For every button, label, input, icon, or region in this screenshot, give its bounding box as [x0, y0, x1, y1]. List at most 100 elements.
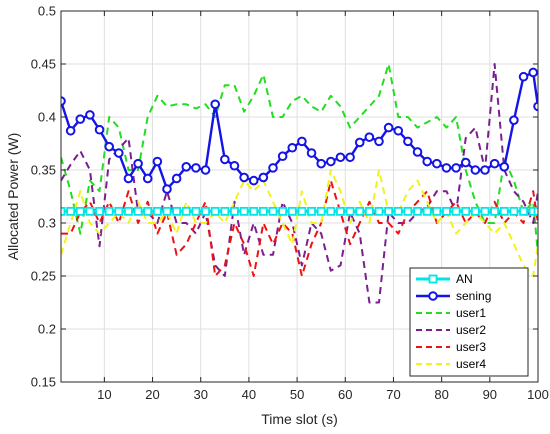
data-point — [114, 206, 124, 216]
y-tick-label: 0.25 — [31, 269, 56, 284]
data-point — [533, 206, 538, 216]
y-tick-label: 0.5 — [38, 4, 56, 19]
data-point — [345, 206, 355, 216]
data-point — [133, 158, 143, 169]
data-point — [85, 206, 95, 216]
data-point — [432, 158, 442, 169]
x-tick-label: 70 — [386, 387, 400, 402]
data-point — [393, 206, 403, 216]
data-point — [533, 101, 538, 112]
data-point — [277, 151, 288, 162]
series-user1 — [61, 63, 538, 255]
data-point — [470, 165, 481, 175]
data-point — [432, 206, 442, 216]
x-tick-label: 80 — [434, 387, 448, 402]
data-point — [171, 173, 182, 184]
legend-label: AN — [456, 272, 473, 286]
legend-label: user1 — [456, 306, 486, 320]
data-point — [316, 206, 326, 216]
data-point — [374, 206, 384, 216]
legend-marker — [428, 291, 438, 301]
data-point — [461, 206, 471, 216]
data-point — [152, 206, 162, 216]
data-point — [287, 142, 298, 153]
data-point — [393, 125, 404, 136]
axis-ticks: 10 20 30 40 50 60 70 80 90 100 0.15 0.2 0.25 0.3 0.35 0… — [31, 4, 549, 403]
series-sening — [61, 67, 538, 194]
data-point — [490, 206, 500, 216]
data-point — [210, 206, 220, 216]
legend-box — [409, 267, 529, 377]
data-point — [306, 148, 317, 158]
data-point — [422, 206, 432, 216]
data-point — [162, 184, 172, 194]
data-point — [114, 148, 124, 158]
data-point — [335, 152, 346, 163]
data-point — [66, 206, 76, 216]
data-point — [413, 206, 422, 216]
data-point — [316, 158, 326, 169]
y-tick-label: 0.15 — [31, 375, 56, 390]
y-tick-label: 0.35 — [31, 163, 56, 178]
data-point — [509, 206, 519, 216]
data-point — [152, 156, 163, 167]
data-point — [528, 67, 538, 78]
data-point — [412, 147, 423, 157]
x-axis-title: Time slot (s) — [261, 411, 337, 427]
data-point — [61, 206, 66, 216]
series-layer — [61, 63, 538, 304]
x-tick-label: 10 — [97, 387, 111, 402]
legend-marker — [428, 274, 438, 284]
x-tick-label: 40 — [242, 387, 256, 402]
data-point — [258, 206, 268, 216]
data-point — [85, 110, 95, 120]
legend-item-user3: user3 — [416, 340, 486, 354]
data-point — [403, 206, 413, 216]
legend-label: user2 — [456, 323, 486, 337]
series-line — [61, 63, 538, 255]
y-tick-label: 0.4 — [38, 110, 56, 125]
data-point — [104, 206, 114, 216]
data-point — [441, 163, 452, 173]
data-point — [489, 158, 500, 169]
data-point — [230, 206, 239, 216]
legend-label: sening — [456, 289, 491, 303]
data-point — [509, 115, 519, 125]
data-point — [249, 206, 259, 216]
data-point — [172, 206, 182, 216]
data-point — [384, 206, 394, 216]
series-line — [61, 169, 538, 277]
series-line — [61, 179, 538, 277]
data-point — [181, 206, 191, 216]
data-point — [268, 206, 278, 216]
data-point — [287, 206, 297, 216]
data-point — [191, 206, 201, 216]
series-user3 — [61, 179, 538, 277]
data-point — [364, 206, 374, 216]
data-point — [297, 206, 307, 216]
legend-item-user4: user4 — [416, 357, 486, 371]
data-point — [518, 71, 529, 82]
legend-item-user2: user2 — [416, 323, 486, 337]
data-point — [133, 206, 143, 216]
data-point — [278, 206, 288, 216]
data-point — [519, 206, 528, 216]
data-point — [354, 137, 365, 148]
data-point — [451, 206, 461, 216]
data-point — [104, 141, 114, 152]
data-point — [326, 206, 336, 216]
data-point — [75, 206, 85, 216]
data-point — [239, 206, 249, 216]
legend-item-user1: user1 — [416, 306, 486, 320]
data-point — [229, 160, 240, 171]
legend-label: user3 — [456, 340, 486, 354]
data-point — [220, 206, 230, 216]
x-tick-label: 90 — [483, 387, 497, 402]
data-point — [142, 173, 153, 184]
data-point — [480, 206, 490, 216]
data-point — [307, 206, 316, 216]
series-AN — [61, 206, 538, 216]
data-point — [499, 162, 510, 172]
data-point — [470, 206, 480, 216]
